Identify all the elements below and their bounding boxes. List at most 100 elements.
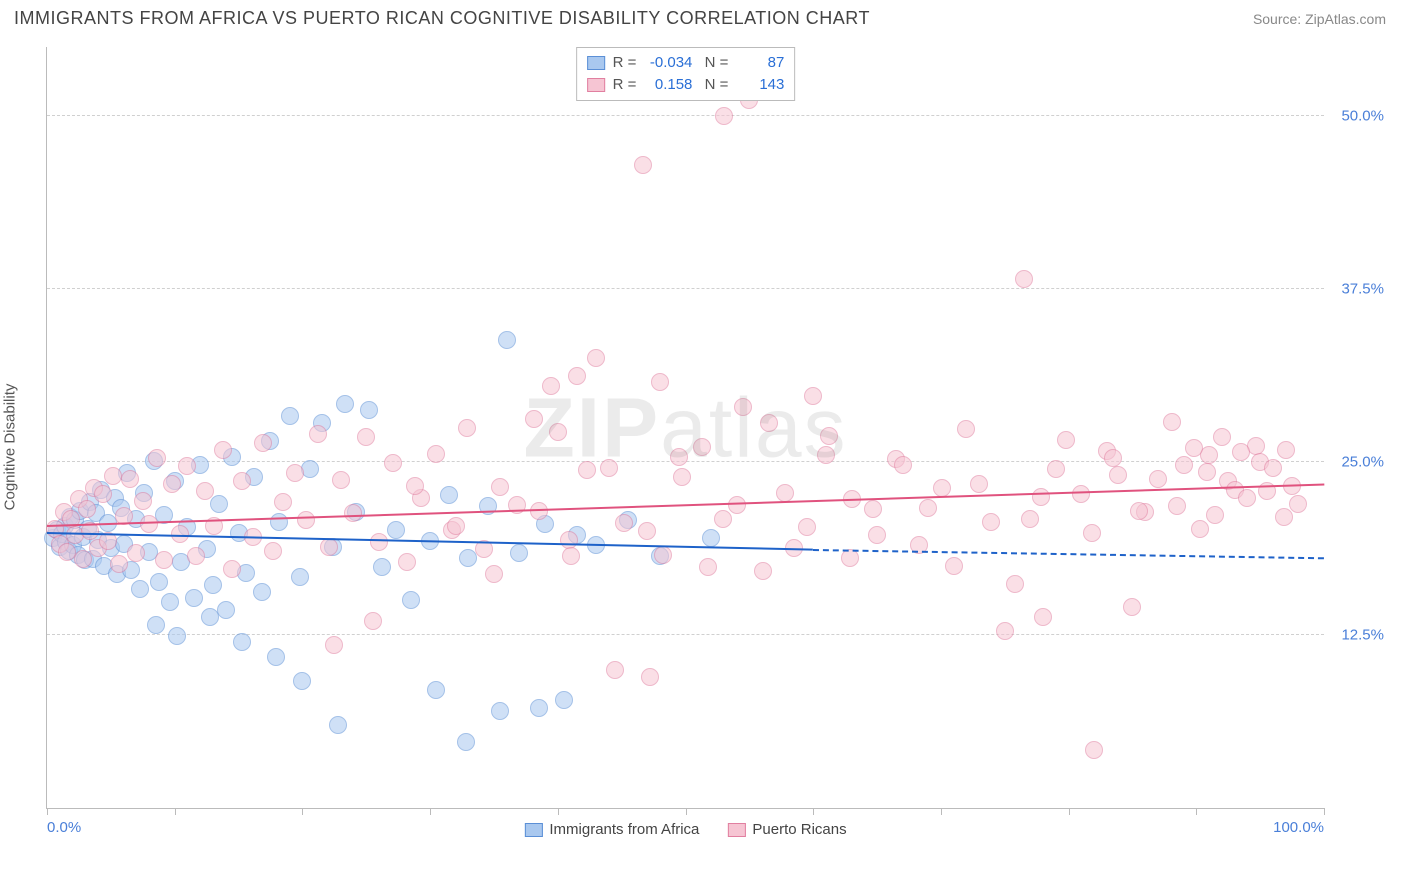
x-tick	[175, 808, 176, 815]
data-point	[267, 648, 285, 666]
data-point	[1238, 489, 1256, 507]
data-point	[214, 441, 232, 459]
data-point	[615, 514, 633, 532]
legend-swatch-pr	[587, 78, 605, 92]
series-legend: Immigrants from Africa Puerto Ricans	[524, 821, 846, 838]
data-point	[210, 495, 228, 513]
x-tick	[686, 808, 687, 815]
data-point	[1021, 510, 1039, 528]
data-point	[693, 438, 711, 456]
legend-n-label-2: N =	[700, 74, 728, 96]
legend-r-pr: 0.158	[644, 74, 692, 96]
data-point	[638, 522, 656, 540]
data-point	[1015, 270, 1033, 288]
legend-n-pr: 143	[736, 74, 784, 96]
legend-r-label-2: R =	[613, 74, 637, 96]
series-label-pr: Puerto Ricans	[752, 821, 846, 838]
data-point	[1213, 428, 1231, 446]
gridline	[47, 288, 1324, 289]
gridline	[47, 115, 1324, 116]
legend-n-label: N =	[700, 52, 728, 74]
data-point	[1083, 524, 1101, 542]
data-point	[168, 627, 186, 645]
data-point	[715, 107, 733, 125]
data-point	[1072, 485, 1090, 503]
data-point	[498, 331, 516, 349]
x-tick-label: 100.0%	[1273, 819, 1324, 836]
data-point	[370, 533, 388, 551]
data-point	[1275, 508, 1293, 526]
source-label: Source: ZipAtlas.com	[1253, 11, 1386, 27]
data-point	[309, 425, 327, 443]
data-point	[1264, 459, 1282, 477]
data-point	[150, 573, 168, 591]
data-point	[1047, 460, 1065, 478]
data-point	[1198, 463, 1216, 481]
data-point	[373, 558, 391, 576]
data-point	[864, 500, 882, 518]
legend-row-pr: R = 0.158 N = 143	[587, 74, 785, 96]
data-point	[163, 475, 181, 493]
data-point	[1057, 431, 1075, 449]
data-point	[760, 414, 778, 432]
y-tick-label: 37.5%	[1329, 281, 1384, 298]
data-point	[293, 672, 311, 690]
chart-header: IMMIGRANTS FROM AFRICA VS PUERTO RICAN C…	[0, 0, 1406, 37]
data-point	[673, 468, 691, 486]
data-point	[549, 423, 567, 441]
data-point	[510, 544, 528, 562]
data-point	[804, 387, 822, 405]
watermark-zip: ZIP	[523, 380, 660, 474]
data-point	[1104, 449, 1122, 467]
data-point	[562, 547, 580, 565]
data-point	[982, 513, 1000, 531]
data-point	[336, 395, 354, 413]
data-point	[127, 544, 145, 562]
data-point	[754, 562, 772, 580]
data-point	[820, 427, 838, 445]
x-tick	[430, 808, 431, 815]
legend-n-africa: 87	[736, 52, 784, 74]
x-tick-label: 0.0%	[47, 819, 81, 836]
data-point	[147, 616, 165, 634]
data-point	[578, 461, 596, 479]
data-point	[264, 542, 282, 560]
legend-swatch-icon	[727, 823, 745, 837]
data-point	[600, 459, 618, 477]
data-point	[131, 580, 149, 598]
data-point	[178, 457, 196, 475]
data-point	[364, 612, 382, 630]
data-point	[1109, 466, 1127, 484]
data-point	[1006, 575, 1024, 593]
data-point	[670, 448, 688, 466]
data-point	[301, 460, 319, 478]
data-point	[281, 407, 299, 425]
data-point	[734, 398, 752, 416]
data-point	[1277, 441, 1295, 459]
data-point	[1175, 456, 1193, 474]
x-tick	[813, 808, 814, 815]
x-tick	[941, 808, 942, 815]
data-point	[798, 518, 816, 536]
data-point	[274, 493, 292, 511]
data-point	[641, 668, 659, 686]
data-point	[398, 553, 416, 571]
x-tick	[47, 808, 48, 815]
data-point	[329, 716, 347, 734]
data-point	[427, 681, 445, 699]
data-point	[996, 622, 1014, 640]
plot-area: ZIPatlas R = -0.034 N = 87 R = 0.158 N =…	[46, 47, 1324, 809]
stats-legend: R = -0.034 N = 87 R = 0.158 N = 143	[576, 47, 796, 101]
data-point	[868, 526, 886, 544]
legend-r-label: R =	[613, 52, 637, 74]
data-point	[1200, 446, 1218, 464]
data-point	[204, 576, 222, 594]
legend-row-africa: R = -0.034 N = 87	[587, 52, 785, 74]
x-tick	[1196, 808, 1197, 815]
data-point	[485, 565, 503, 583]
data-point	[270, 513, 288, 531]
data-point	[384, 454, 402, 472]
data-point	[217, 601, 235, 619]
data-point	[402, 591, 420, 609]
data-point	[714, 510, 732, 528]
